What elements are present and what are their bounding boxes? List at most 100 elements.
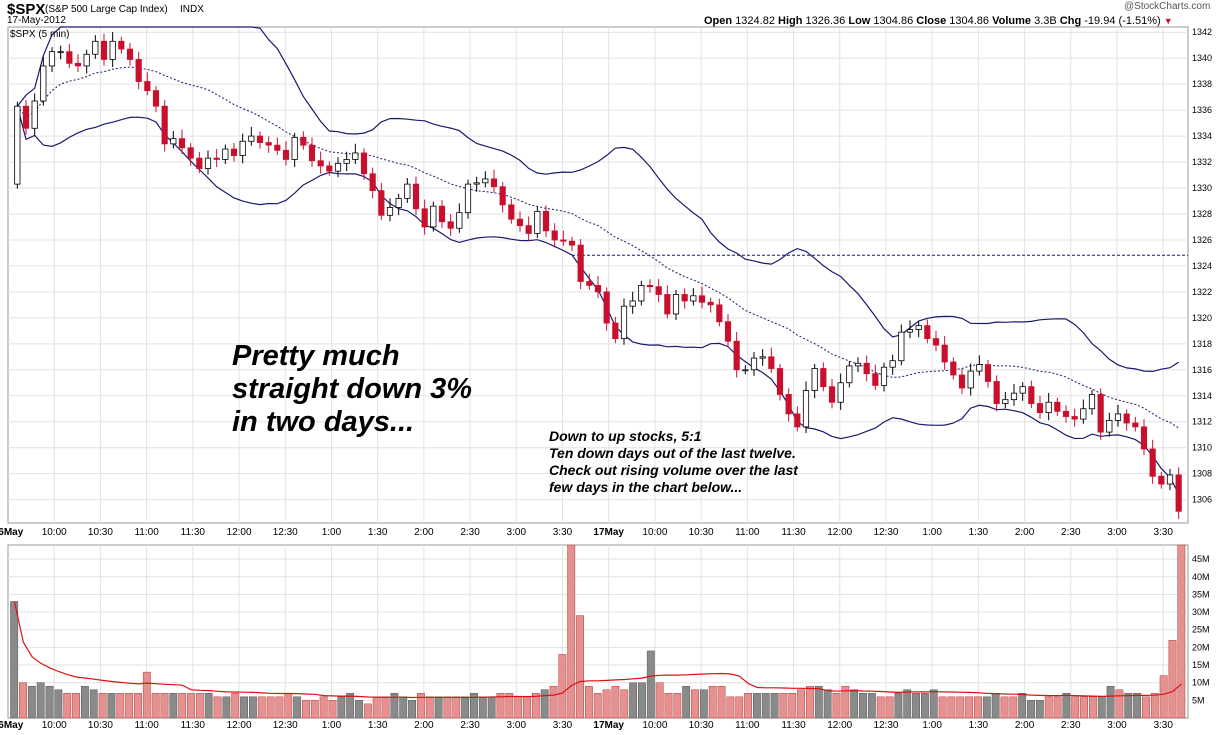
volume-label: Volume	[992, 15, 1032, 27]
volume-bar	[602, 689, 611, 719]
price-tick-label: 1330	[1192, 183, 1212, 193]
time-tick-label: 11:30	[781, 720, 806, 731]
candle-body	[308, 144, 316, 162]
candle-body	[1149, 448, 1156, 477]
volume-bar	[204, 693, 213, 719]
candle-body	[664, 294, 671, 315]
candle-body	[854, 362, 862, 367]
open-label: Open	[704, 15, 733, 27]
volume-bar	[1044, 696, 1053, 719]
price-tick-label: 1326	[1192, 235, 1212, 245]
volume-bar	[956, 696, 965, 719]
volume-bar	[1142, 696, 1150, 719]
volume-bar	[903, 689, 912, 719]
candle-body	[620, 305, 628, 340]
time-tick-label: 12:30	[873, 527, 898, 538]
volume-bar	[1124, 693, 1133, 719]
price-tick-label: 1342	[1192, 27, 1212, 37]
volume-bar	[823, 689, 832, 719]
volume-value: 3.3B	[1034, 15, 1057, 27]
candle-body	[386, 207, 394, 216]
candle-body	[421, 208, 428, 228]
candle-body	[1132, 422, 1139, 428]
volume-bar	[45, 685, 54, 719]
volume-bar	[266, 696, 275, 719]
volume-bar	[788, 693, 797, 719]
volume-bar	[929, 689, 938, 719]
price-tick-label: 1306	[1192, 495, 1212, 505]
volume-bar	[27, 685, 36, 719]
candle-body	[932, 338, 940, 346]
candle-body	[776, 368, 784, 395]
volume-bar	[806, 685, 814, 719]
time-tick-label: 10:30	[689, 720, 714, 731]
price-tick-label: 1318	[1192, 339, 1212, 349]
candle-body	[880, 366, 888, 386]
candle-body	[14, 105, 21, 185]
volume-bar	[372, 696, 381, 719]
candle-body	[1123, 413, 1130, 424]
volume-bar	[558, 654, 567, 719]
volume-bar	[540, 689, 549, 719]
volume-bar	[514, 696, 523, 719]
candle-body	[161, 105, 168, 145]
candle-body	[395, 197, 402, 208]
candle-body	[317, 160, 324, 167]
volume-bar	[169, 693, 178, 719]
candle-body	[1036, 403, 1044, 414]
volume-bar	[337, 696, 346, 719]
candle-body	[1166, 474, 1174, 485]
volume-tick-label: 35M	[1192, 589, 1210, 599]
volume-bar	[416, 693, 425, 719]
candle-body	[352, 152, 359, 160]
candle-body	[542, 210, 550, 232]
volume-bar	[434, 696, 443, 719]
candle-body	[976, 364, 983, 372]
volume-bar	[1080, 696, 1088, 719]
volume-bar	[797, 689, 806, 719]
time-tick-label: 10:00	[642, 527, 667, 538]
volume-bar	[1018, 693, 1027, 719]
time-tick-label: 2:00	[1015, 527, 1035, 538]
candle-body	[586, 281, 593, 286]
candle-body	[811, 368, 818, 391]
price-tick-label: 1324	[1192, 261, 1212, 271]
chg-value: -19.94 (-1.51%)	[1084, 15, 1161, 27]
time-tick-label: 2:30	[460, 720, 480, 731]
time-tick-label: 17May	[593, 720, 624, 731]
volume-bar	[125, 693, 134, 719]
candle-body	[1054, 401, 1061, 412]
volume-bar	[912, 693, 920, 719]
price-tick-label: 1328	[1192, 209, 1212, 219]
volume-bar	[496, 693, 505, 719]
volume-bar	[576, 615, 584, 719]
candle-body	[551, 230, 558, 241]
time-tick-label: 3:30	[1153, 527, 1173, 538]
time-tick-label: 1:30	[969, 527, 989, 538]
price-tick-label: 1312	[1192, 417, 1212, 427]
time-tick-label: 1:00	[322, 720, 342, 731]
detail-annotation: Down to up stocks, 5:1 Ten down days out…	[549, 428, 798, 496]
volume-bar	[761, 693, 770, 719]
volume-bar	[390, 693, 399, 719]
price-tick-label: 1338	[1192, 79, 1212, 89]
low-value: 1304.86	[873, 15, 914, 27]
time-tick-label: 10:30	[689, 527, 714, 538]
candle-body	[300, 136, 307, 146]
candle-body	[1071, 416, 1078, 420]
volume-bar	[646, 650, 655, 719]
candle-body	[802, 390, 810, 428]
time-tick-label: 12:00	[827, 527, 852, 538]
time-tick-label: 12:00	[227, 527, 252, 538]
time-tick-label: 11:00	[735, 720, 760, 731]
time-tick-label: 10:00	[42, 527, 67, 538]
time-tick-label: 12:00	[827, 720, 852, 731]
candle-body	[1019, 386, 1026, 394]
candle-body	[83, 53, 90, 67]
volume-tick-label: 15M	[1192, 660, 1210, 670]
volume-panel-frame	[7, 544, 1189, 719]
volume-bar	[1177, 544, 1186, 719]
candle-body	[638, 284, 645, 302]
detail-line-3: Check out rising volume over the last	[549, 462, 798, 478]
headline-line-1: Pretty much	[232, 340, 400, 372]
